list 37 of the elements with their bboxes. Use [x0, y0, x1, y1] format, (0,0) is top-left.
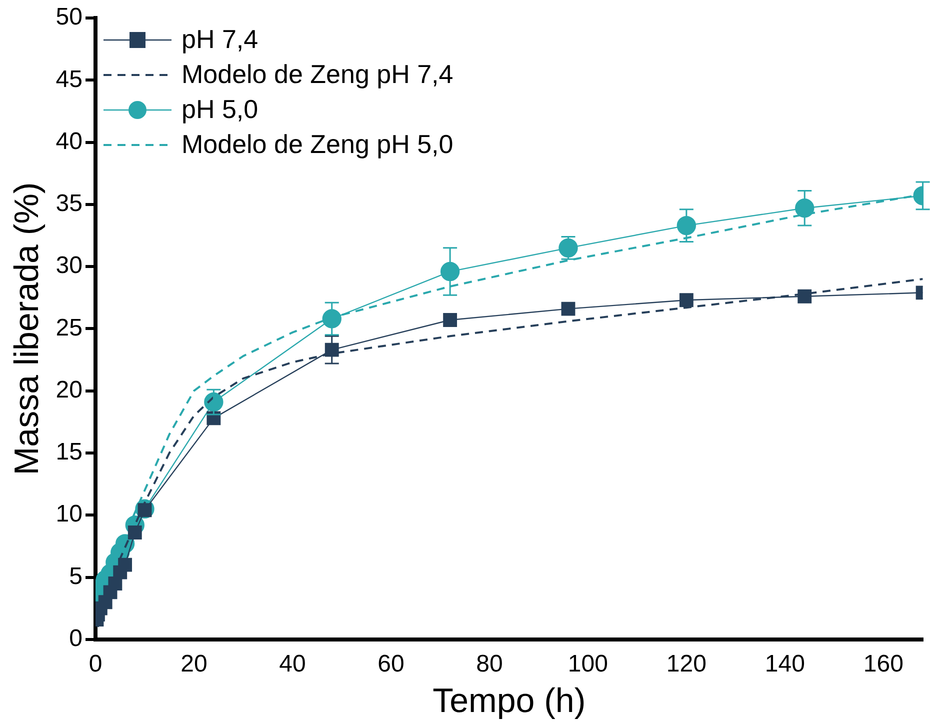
- point: [118, 558, 132, 572]
- point: [676, 216, 696, 236]
- y-tick-label: 30: [56, 252, 82, 280]
- y-axis-title: Massa liberada (%): [8, 182, 46, 476]
- x-tick-label: 120: [666, 650, 706, 678]
- y-tick-label: 0: [69, 625, 82, 652]
- legend-label: Modelo de Zeng pH 7,4: [181, 59, 454, 90]
- y-tick-label: 40: [56, 128, 82, 155]
- x-tick-label: 140: [764, 650, 805, 678]
- legend-label: pH 5,0: [181, 94, 258, 124]
- x-tick-label: 160: [863, 650, 904, 678]
- x-tick-label: 20: [180, 650, 208, 678]
- point: [324, 342, 339, 357]
- x-tick-label: 80: [476, 650, 503, 678]
- y-tick-label: 50: [56, 4, 82, 31]
- point: [440, 262, 460, 282]
- point: [128, 526, 142, 540]
- x-tick-label: 60: [378, 650, 404, 678]
- x-axis-title: Tempo (h): [432, 682, 586, 720]
- legend-label: Modelo de Zeng pH 5,0: [181, 129, 454, 160]
- point: [443, 313, 458, 327]
- point: [679, 293, 694, 308]
- legend-label: pH 7,4: [181, 24, 258, 54]
- x-tick-label: 0: [88, 650, 102, 678]
- y-tick-label: 20: [56, 376, 82, 404]
- y-tick-label: 15: [56, 438, 82, 466]
- point: [322, 309, 342, 328]
- point: [795, 198, 814, 218]
- y-tick-label: 5: [69, 562, 82, 590]
- x-tick-label: 40: [279, 650, 306, 678]
- point: [561, 302, 576, 316]
- y-tick-label: 45: [56, 66, 82, 93]
- point: [798, 289, 812, 304]
- y-tick-label: 10: [56, 500, 82, 528]
- y-tick-label: 25: [56, 314, 82, 342]
- x-tick-label: 100: [568, 650, 608, 678]
- y-tick-label: 35: [56, 190, 82, 218]
